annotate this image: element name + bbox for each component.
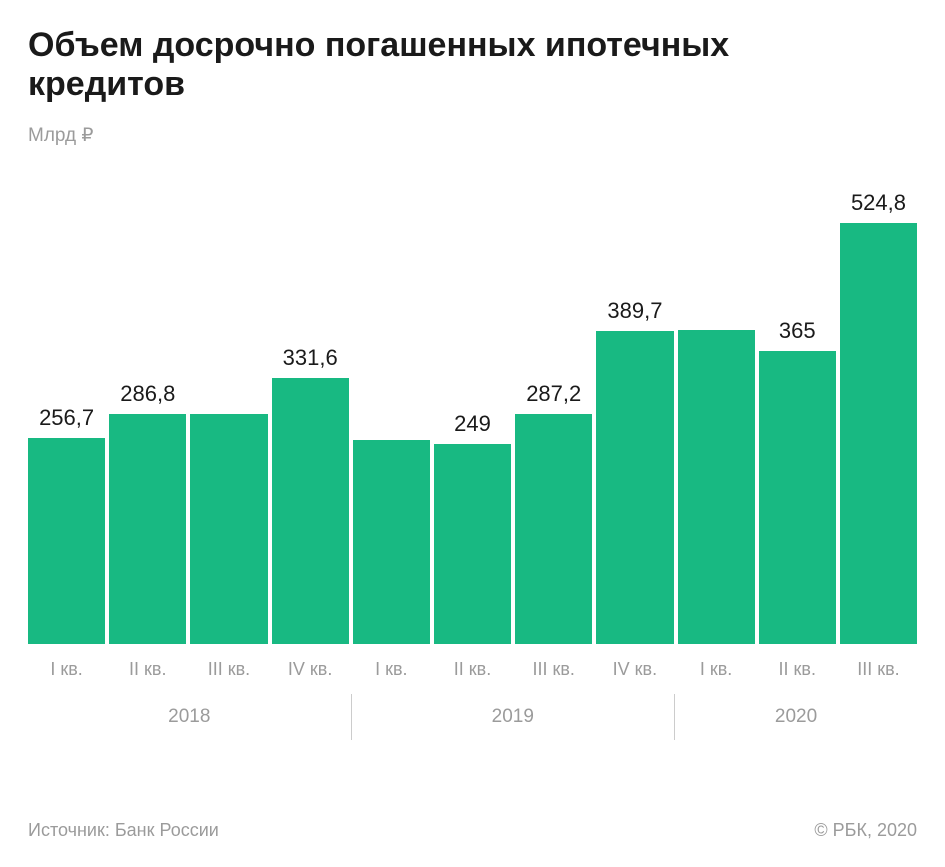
bar-value-label: 287,2 <box>526 381 582 407</box>
bar-value-label: 524,8 <box>850 190 906 216</box>
bar-chart: 256,7 I кв. 286,8 II кв. III кв. 331,6 IV кв. I… <box>28 165 918 680</box>
x-tick-label: I кв. <box>699 659 733 680</box>
bar-column: I кв. <box>352 406 430 680</box>
x-tick-label: IV кв. <box>287 659 333 680</box>
bar-column: I кв. <box>677 296 755 680</box>
bar-column: III кв. <box>190 380 268 680</box>
x-tick-label: I кв. <box>375 659 408 680</box>
year-divider <box>350 694 352 741</box>
bar <box>352 440 430 645</box>
x-tick-label: III кв. <box>207 659 251 680</box>
bar <box>271 378 349 645</box>
bar-column: 365 II кв. <box>758 317 836 680</box>
year-label: 2020 <box>774 706 818 728</box>
bar-column: 389,7 IV кв. <box>596 297 674 680</box>
bar-value-label: 389,7 <box>607 298 663 324</box>
bar <box>839 223 918 645</box>
year-label: 2019 <box>491 706 534 728</box>
bar <box>433 444 512 645</box>
bar-column: 287,2 III кв. <box>515 380 593 680</box>
x-tick-label: II кв. <box>129 659 167 680</box>
bar <box>190 414 268 645</box>
bar-value-label: 249 <box>454 411 491 437</box>
bar-column: 256,7 I кв. <box>28 404 106 680</box>
bar-column: 331,6 IV кв. <box>271 344 349 680</box>
chart-footer: Источник: Банк России © РБК, 2020 <box>28 820 917 841</box>
bar <box>109 414 187 645</box>
bar <box>758 351 836 645</box>
bar-value-label: 365 <box>778 318 816 344</box>
bar-column: 249 II кв. <box>433 410 512 680</box>
bar-value-label: 256,7 <box>39 405 95 431</box>
bar <box>515 414 593 645</box>
y-axis-unit-label: Млрд ₽ <box>28 125 94 147</box>
x-tick-label: IV кв. <box>612 659 658 680</box>
bar-value-label: 331,6 <box>282 345 338 371</box>
source-label: Источник: Банк России <box>28 820 219 840</box>
bar-column: 524,8 III кв. <box>839 189 918 680</box>
bar <box>596 331 674 645</box>
bar-column: 286,8 II кв. <box>109 380 187 680</box>
x-tick-label: I кв. <box>50 659 83 680</box>
copyright-label: © РБК, 2020 <box>814 820 917 840</box>
bar-value-label: 286,8 <box>120 381 176 407</box>
bar <box>677 330 755 645</box>
year-label: 2018 <box>168 706 211 728</box>
year-axis: 2018 2019 2020 <box>28 694 917 741</box>
x-tick-label: III кв. <box>857 659 900 680</box>
page-title: Объем досрочно погашенных ипотечных кред… <box>28 26 730 104</box>
x-tick-label: II кв. <box>778 659 816 680</box>
x-tick-label: III кв. <box>532 659 575 680</box>
bar <box>28 438 106 645</box>
x-tick-label: II кв. <box>453 659 492 680</box>
year-divider <box>674 694 676 741</box>
